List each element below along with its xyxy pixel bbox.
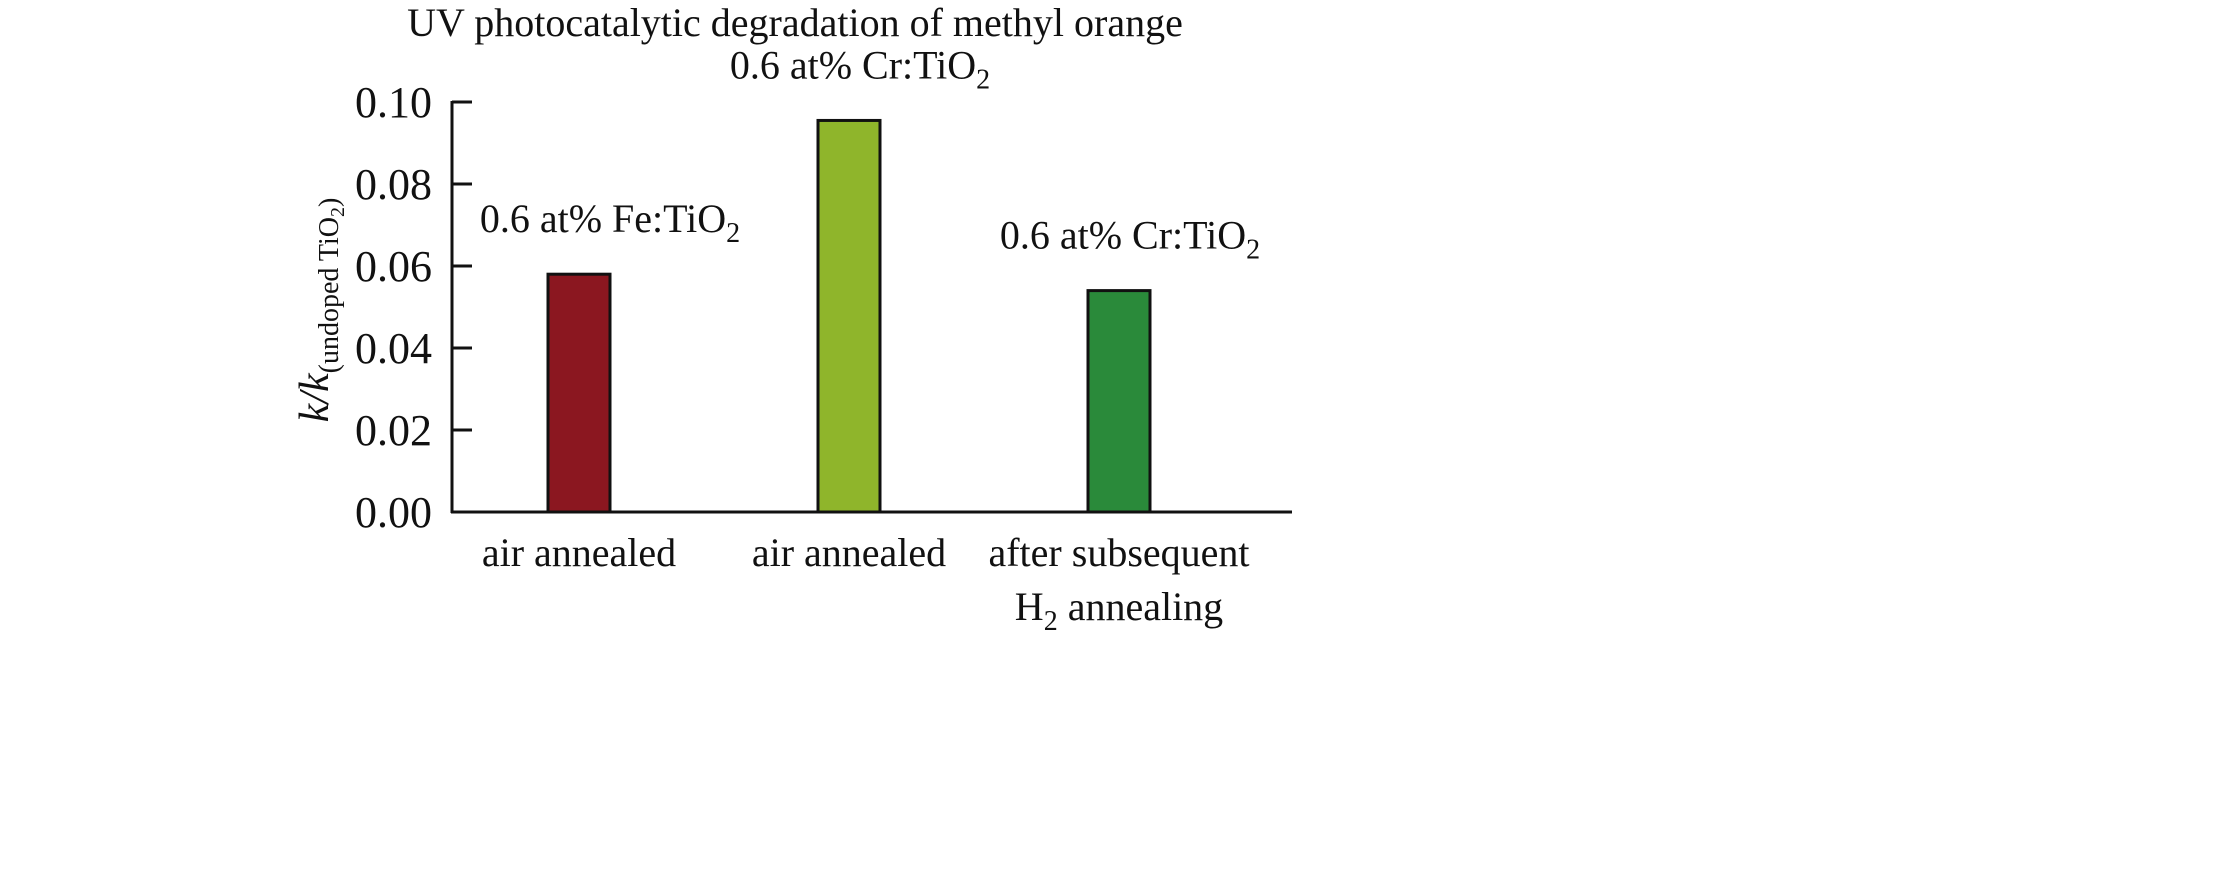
x-tick-label: air annealed [752,530,946,575]
bar-label-subscript: 2 [1246,235,1260,266]
bar [1086,289,1152,514]
bar-label-text: 0.6 at% Cr:TiO [730,42,976,87]
bar-label-text: 0.6 at% Fe:TiO [480,196,726,241]
y-tick-label: 0.08 [355,160,432,209]
y-label-sub2: 2 [327,207,349,217]
bar [546,272,612,514]
y-tick-label: 0.00 [355,488,432,537]
y-label-close: ) [314,198,345,207]
svg-text:k/k(undoped TiO2): k/k(undoped TiO2) [292,198,349,423]
y-label-sub: (undoped TiO [314,217,345,373]
y-label-main: k/k [292,372,338,422]
x-tick-label-line2: H2 annealing [1015,584,1223,637]
y-tick-label: 0.04 [355,324,432,373]
x-tick-label: after subsequent [988,530,1249,575]
bar-data-label: 0.6 at% Cr:TiO2 [730,42,990,95]
chart-title: UV photocatalytic degradation of methyl … [407,0,1183,45]
y-axis-label: k/k(undoped TiO2) [292,198,349,423]
bar-label-subscript: 2 [726,218,740,249]
x-label-subscript: 2 [1044,606,1058,637]
x-tick-label: air annealed [482,530,676,575]
bar-data-label: 0.6 at% Cr:TiO2 [1000,213,1260,266]
y-tick-label: 0.02 [355,406,432,455]
y-tick-label: 0.06 [355,242,432,291]
x-label-part: annealing [1058,584,1224,629]
bar [816,118,882,514]
bar-data-label: 0.6 at% Fe:TiO2 [480,196,740,249]
x-label-part: H [1015,584,1044,629]
bar-label-text: 0.6 at% Cr:TiO [1000,213,1246,258]
bar-label-subscript: 2 [976,64,990,95]
y-tick-label: 0.10 [355,78,432,127]
